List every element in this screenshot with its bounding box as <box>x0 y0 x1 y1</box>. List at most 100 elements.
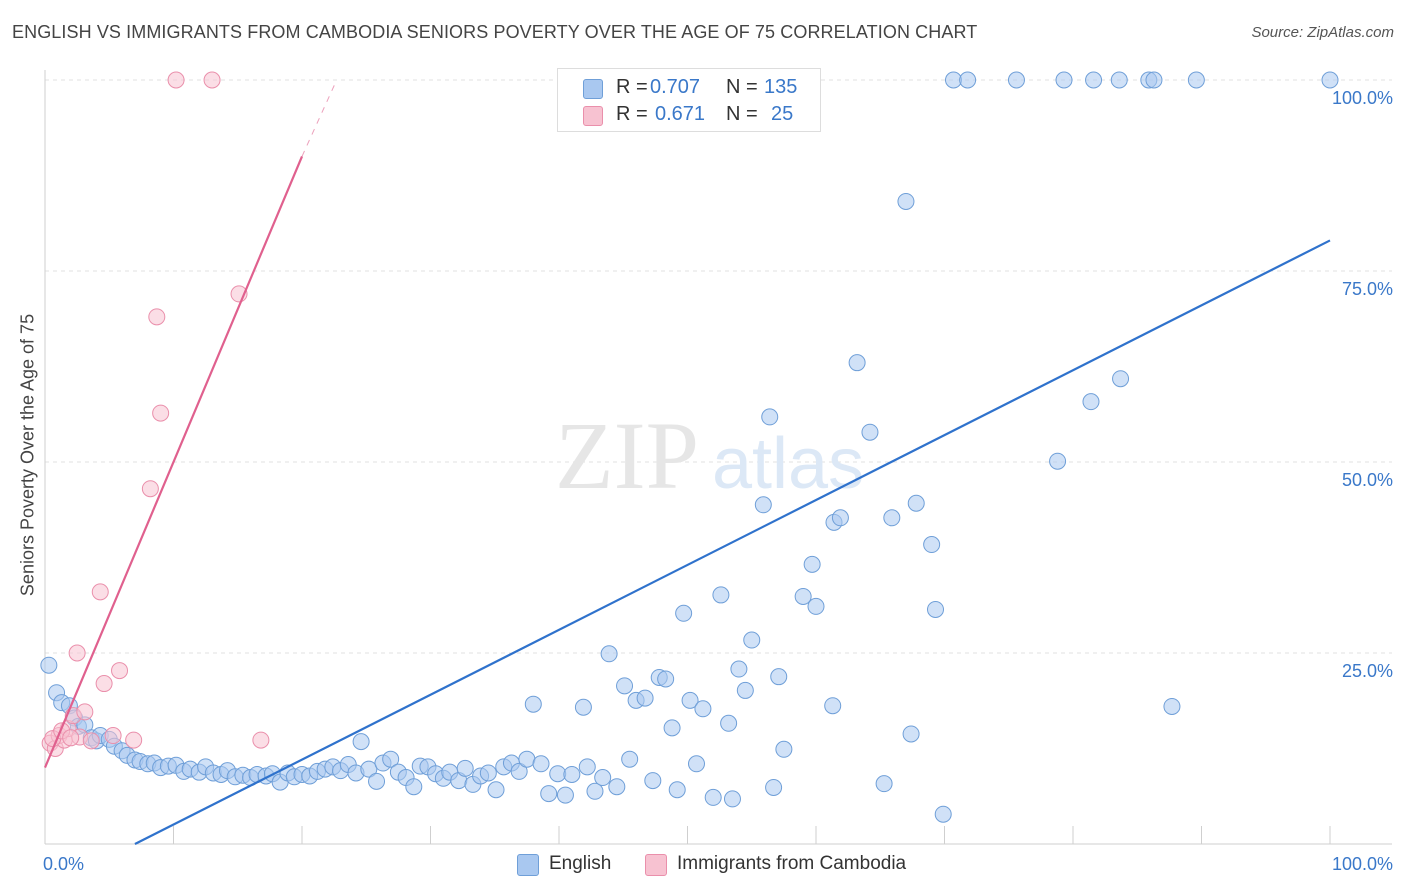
english-point <box>736 681 754 699</box>
english-point <box>803 555 821 573</box>
legend-row-english: R = 0.707 N = 135 <box>558 74 820 102</box>
english-point <box>934 805 952 823</box>
english-point <box>621 750 639 768</box>
english-point <box>765 778 783 796</box>
english-point <box>794 587 812 605</box>
english-point <box>578 758 596 776</box>
legend-r-value: 0.671 <box>655 103 706 125</box>
legend-n-label: N = <box>726 76 758 98</box>
english-point <box>687 755 705 773</box>
english-point <box>694 700 712 718</box>
cambodia-point <box>203 71 221 89</box>
chart-title: ENGLISH VS IMMIGRANTS FROM CAMBODIA SENI… <box>12 22 978 42</box>
watermark-atlas: atlas <box>712 424 864 504</box>
cambodia-point <box>141 480 159 498</box>
cambodia-point <box>104 727 122 745</box>
english-point <box>927 600 945 618</box>
english-point <box>681 691 699 709</box>
english-point <box>1007 71 1025 89</box>
legend-n-value: 135 <box>764 76 798 98</box>
english-point <box>907 494 925 512</box>
watermark: ZIP atlas <box>555 402 864 509</box>
english-point <box>540 785 558 803</box>
english-point <box>1112 370 1130 388</box>
cambodia-trend-extension <box>301 79 338 157</box>
y-axis-label: Seniors Poverty Over the Age of 75 <box>17 313 38 597</box>
cambodia-swatch <box>645 854 667 876</box>
english-trend-line <box>134 239 1331 845</box>
english-point <box>352 733 370 751</box>
english-point <box>586 782 604 800</box>
english-point <box>944 71 962 89</box>
english-point <box>824 697 842 715</box>
cambodia-point <box>152 404 170 422</box>
english-point <box>563 765 581 783</box>
cambodia-point <box>76 703 94 721</box>
english-point <box>1082 393 1100 411</box>
legend-n-value: 25 <box>771 103 794 125</box>
y-tick-label: 75.0% <box>1342 279 1393 299</box>
english-point <box>723 790 741 808</box>
english-point <box>556 786 574 804</box>
cambodia-point <box>95 675 113 693</box>
english-point <box>532 755 550 773</box>
legend-english-label: English <box>549 853 612 874</box>
english-point <box>524 695 542 713</box>
x-tick-label-min: 0.0% <box>43 854 84 874</box>
english-point <box>663 719 681 737</box>
y-tick-labels: 25.0% 50.0% 75.0% 100.0% <box>1332 88 1393 681</box>
cambodia-point <box>91 583 109 601</box>
english-point <box>40 656 58 674</box>
english-point <box>704 788 722 806</box>
cambodia-trend-line <box>43 155 304 769</box>
correlation-legend: R = 0.707 N = 135 R = 0.671 N = 25 <box>557 68 821 132</box>
english-point <box>1321 71 1339 89</box>
english-point <box>644 772 662 790</box>
grid-lines <box>45 79 1392 654</box>
english-point <box>616 677 634 695</box>
cambodia-points <box>41 71 270 757</box>
cambodia-point <box>62 729 80 747</box>
english-swatch <box>517 854 539 876</box>
y-tick-label: 100.0% <box>1332 88 1393 108</box>
english-point <box>1110 71 1128 89</box>
english-point <box>456 759 474 777</box>
english-point <box>549 765 567 783</box>
cambodia-point <box>111 662 129 680</box>
english-point <box>861 423 879 441</box>
english-point <box>848 354 866 372</box>
english-point <box>600 645 618 663</box>
cambodia-swatch <box>583 106 603 126</box>
english-point <box>382 750 400 768</box>
axes <box>44 70 1392 845</box>
english-point <box>761 408 779 426</box>
english-point <box>518 750 536 768</box>
legend-n-label: N = <box>726 103 758 125</box>
y-tick-label: 25.0% <box>1342 661 1393 681</box>
english-point <box>959 71 977 89</box>
english-point <box>368 772 386 790</box>
legend-cambodia-label: Immigrants from Cambodia <box>677 853 907 874</box>
english-point <box>775 740 793 758</box>
trend-lines <box>43 79 1331 845</box>
cambodia-point <box>82 732 100 750</box>
english-point <box>360 760 378 778</box>
english-point <box>754 496 772 514</box>
english-swatch <box>583 79 603 99</box>
english-point <box>1163 697 1181 715</box>
cambodia-point <box>148 308 166 326</box>
english-point <box>897 192 915 210</box>
y-tick-label: 50.0% <box>1342 470 1393 490</box>
english-point <box>1049 452 1067 470</box>
cambodia-point <box>252 731 270 749</box>
english-point <box>574 698 592 716</box>
legend-r-label: R = <box>616 76 648 98</box>
english-point <box>594 769 612 787</box>
legend-r-label: R = <box>616 103 648 125</box>
english-point <box>923 536 941 554</box>
english-point <box>1055 71 1073 89</box>
english-point <box>487 781 505 799</box>
series-legend: English Immigrants from Cambodia <box>0 852 1406 878</box>
english-point <box>712 586 730 604</box>
